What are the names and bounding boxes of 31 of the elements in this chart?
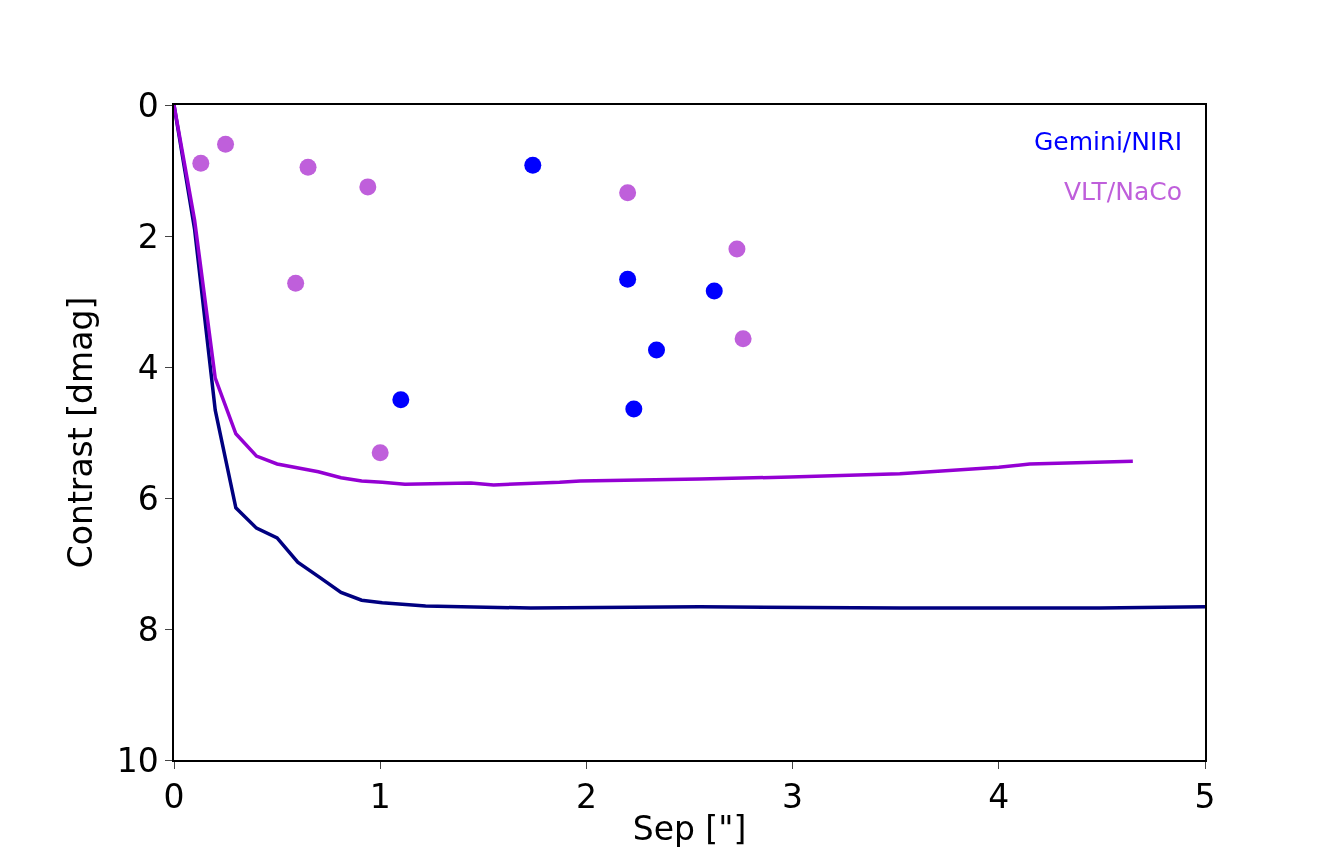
point <box>524 156 542 174</box>
point <box>359 178 377 196</box>
point <box>392 391 410 409</box>
point <box>299 158 317 176</box>
x-axis-title: Sep ["] <box>632 809 747 849</box>
y-tick-label: 4 <box>137 347 159 387</box>
point <box>192 154 210 172</box>
point <box>625 400 643 418</box>
x-tick-label: 1 <box>369 777 391 817</box>
point <box>648 341 666 359</box>
text: Gemini/NIRI <box>1034 127 1183 156</box>
point <box>371 444 389 462</box>
y-tick-label: 8 <box>137 609 159 649</box>
point <box>734 330 752 348</box>
point <box>217 135 235 153</box>
x-tick-label: 0 <box>163 777 185 817</box>
y-tick-label: 0 <box>137 85 159 125</box>
y-tick-label: 10 <box>116 740 159 780</box>
y-tick-label: 2 <box>137 216 159 256</box>
point <box>705 282 723 300</box>
point <box>728 240 746 258</box>
y-tick-label: 6 <box>137 478 159 518</box>
point <box>619 184 637 202</box>
point <box>619 270 637 288</box>
x-tick-label: 5 <box>1194 777 1216 817</box>
x-tick-label: 3 <box>782 777 804 817</box>
x-tick-label: 2 <box>575 777 597 817</box>
text: VLT/NaCo <box>1064 177 1183 206</box>
x-tick-label: 4 <box>988 777 1010 817</box>
y-axis-title: Contrast [dmag] <box>61 296 101 569</box>
point <box>287 274 305 292</box>
